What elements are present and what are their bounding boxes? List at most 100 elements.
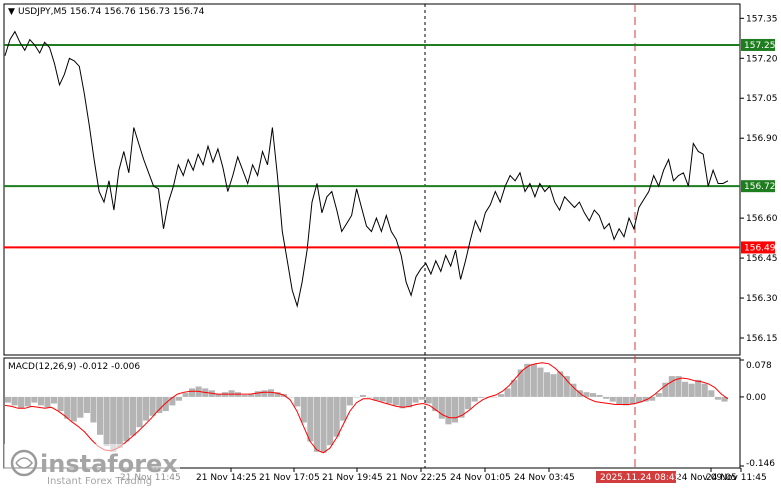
macd-bar [313, 396, 320, 452]
macd-tick: 0.078 [746, 361, 772, 371]
macd-bar [721, 396, 728, 402]
macd-bar [373, 396, 380, 401]
time-tick: 21 Nov 17:05 [259, 473, 320, 483]
macd-bar [544, 372, 551, 397]
price-series [4, 30, 729, 308]
macd-bar [143, 396, 150, 421]
macd-bar [471, 396, 478, 402]
macd-bar [320, 396, 327, 453]
macd-bar [287, 396, 294, 398]
macd-bar [622, 396, 629, 406]
price-tick: 157.05 [746, 94, 778, 104]
macd-bar [175, 396, 182, 401]
watermark-tagline: Instant Forex Trading [47, 476, 152, 487]
macd-tick: -0.146 [746, 459, 775, 469]
logo-globe-icon [10, 449, 38, 477]
time-tick: 24 Nov 03:45 [514, 473, 575, 483]
macd-bar [267, 389, 274, 397]
macd-bar [609, 396, 616, 402]
macd-bar [327, 396, 334, 446]
price-tick: 156.15 [746, 334, 778, 344]
macd-bar [294, 396, 301, 407]
level-label-156.49: 156.49 [744, 243, 776, 253]
macd-bar [136, 396, 143, 428]
macd-bar [714, 396, 721, 400]
price-tick: 157.35 [746, 14, 778, 24]
macd-signal-line [4, 362, 729, 454]
macd-bar [44, 396, 51, 408]
macd-bar [675, 376, 682, 397]
macd-bar [517, 369, 524, 397]
macd-bar [596, 395, 603, 397]
time-tick: 24 Nov 01:05 [450, 473, 511, 483]
macd-bar [590, 393, 597, 397]
macd-bar [708, 390, 715, 397]
level-badge-156.72 [741, 180, 775, 193]
macd-tick: 0.00 [746, 393, 766, 403]
macd-bar [438, 396, 445, 419]
macd-bar [491, 396, 498, 398]
macd-bar [405, 396, 412, 408]
current-time-label: 2025.11.24 08:45 [600, 473, 680, 483]
price-tick: 156.90 [746, 134, 778, 144]
level-label-157.25: 157.25 [744, 41, 776, 51]
macd-bar [583, 392, 590, 397]
chart-title: USDJPY,M5 156.74 156.76 156.73 156.74 [18, 7, 205, 17]
macd-bar [346, 396, 353, 406]
watermark-brand: instaforex [40, 450, 178, 478]
macd-bar [333, 396, 340, 437]
macd-bar [655, 393, 662, 397]
macd-bar [110, 396, 117, 452]
macd-axis: 0.078 0.00 -0.146 [740, 359, 775, 469]
macd-bar [359, 395, 366, 397]
macd-bar [557, 371, 564, 397]
price-panel-frame [3, 3, 741, 356]
macd-bar [445, 396, 452, 425]
macd-bar [392, 396, 399, 406]
macd-bar [603, 396, 610, 399]
macd-bar [530, 363, 537, 397]
macd-bar [129, 396, 136, 436]
macd-bar [458, 396, 465, 418]
macd-bar [5, 396, 12, 403]
macd-bar [688, 383, 695, 397]
macd-bar [419, 396, 426, 400]
macd-bar [425, 396, 432, 404]
macd-bar [274, 392, 281, 397]
macd-bar [353, 396, 360, 398]
macd-bar [662, 382, 669, 397]
macd-bar [465, 396, 472, 410]
macd-bar [478, 396, 485, 398]
macd-bar [379, 396, 386, 402]
level-label-156.72: 156.72 [744, 182, 776, 192]
macd-bar [182, 393, 189, 397]
macd-bar [504, 388, 511, 397]
macd-bar [537, 367, 544, 397]
macd-bar [432, 396, 439, 412]
macd-bar [123, 396, 130, 442]
macd-bar [51, 396, 58, 404]
macd-title: MACD(12,26,9) -0.012 -0.006 [8, 362, 140, 372]
macd-bar [412, 396, 419, 403]
macd-bar [228, 390, 235, 397]
time-tick: 24 Nov 09:05 [676, 473, 737, 483]
macd-bar [31, 396, 38, 403]
current-time-badge [596, 471, 676, 483]
macd-bar [149, 396, 156, 416]
macd-bar [103, 396, 110, 447]
macd-bar [386, 396, 393, 404]
macd-bar [24, 396, 31, 407]
macd-bar [642, 396, 649, 402]
macd-bar [261, 390, 268, 397]
time-tick: 24 Nov 11:45 [706, 473, 767, 483]
macd-bar [550, 374, 557, 397]
macd-bar [695, 379, 702, 397]
macd-bar [570, 383, 577, 397]
macd-bar [668, 376, 675, 397]
chart-title-icon: ▼ [8, 7, 15, 17]
macd-bar [169, 396, 176, 406]
price-line [4, 30, 729, 308]
price-tick: 156.60 [746, 214, 778, 224]
macd-bar [83, 396, 90, 413]
